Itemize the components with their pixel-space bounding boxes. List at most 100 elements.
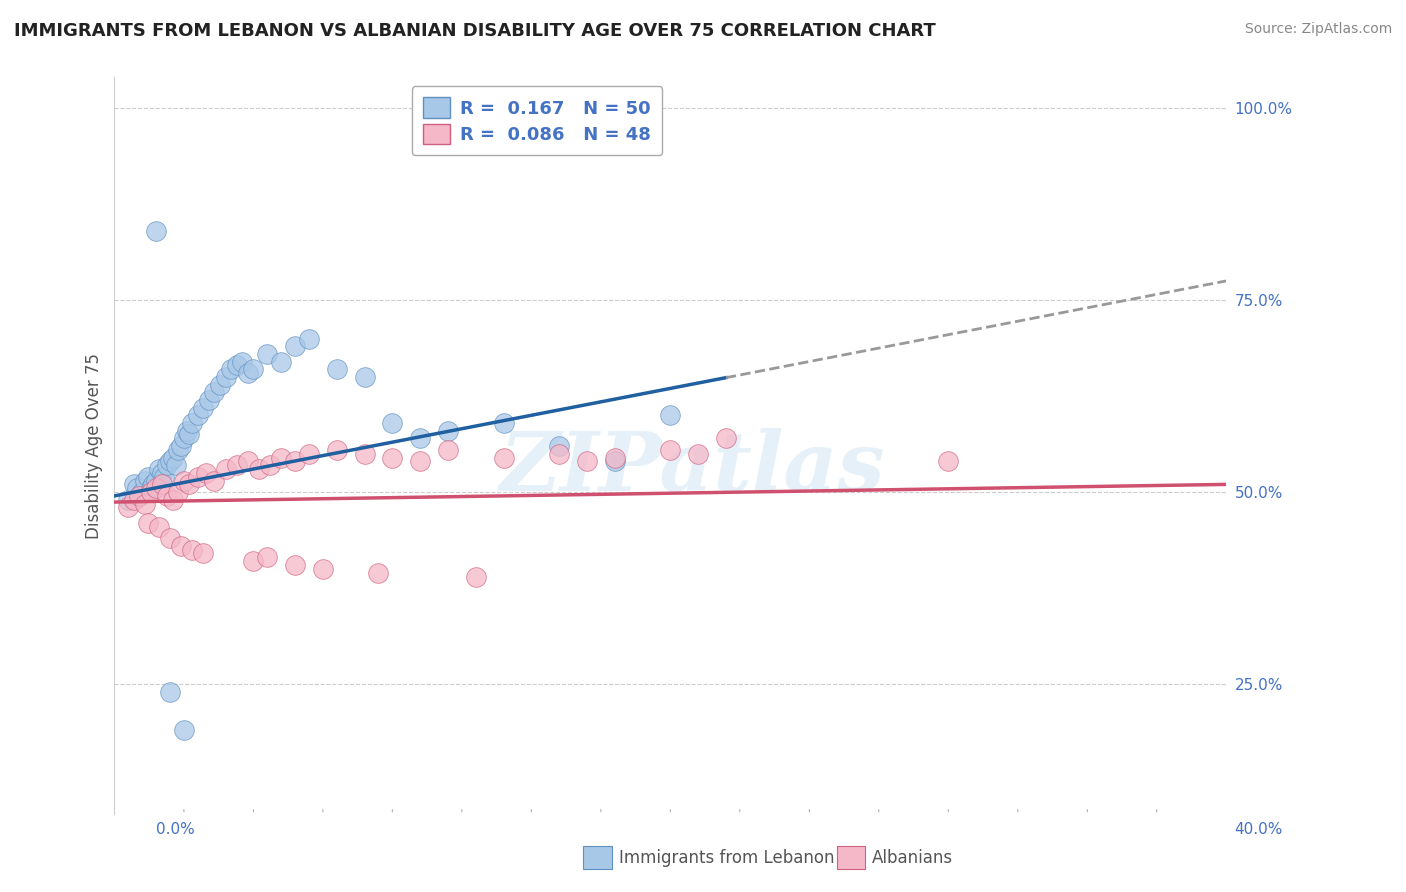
Point [173, 431, 195, 445]
Point [153, 469, 176, 483]
Point [173, 723, 195, 737]
Point [225, 458, 247, 473]
Point [204, 385, 226, 400]
Point [179, 427, 201, 442]
Text: 40.0%: 40.0% [1234, 822, 1282, 837]
Point [122, 477, 145, 491]
Point [187, 409, 209, 423]
Point [181, 542, 204, 557]
Point [187, 469, 209, 483]
Text: Albanians: Albanians [872, 849, 953, 867]
Point [122, 492, 145, 507]
Point [219, 362, 242, 376]
Point [236, 366, 259, 380]
Point [195, 466, 218, 480]
Point [242, 362, 264, 376]
Text: ZIPatlas: ZIPatlas [499, 428, 886, 508]
Point [464, 569, 486, 583]
Point [134, 474, 156, 488]
Point [353, 447, 375, 461]
Point [284, 454, 307, 468]
Point [173, 474, 195, 488]
Point [492, 416, 515, 430]
Point [208, 377, 231, 392]
Y-axis label: Disability Age Over 75: Disability Age Over 75 [86, 353, 103, 539]
Point [270, 450, 292, 465]
Point [312, 562, 335, 576]
Point [167, 442, 190, 457]
Text: 0.0%: 0.0% [156, 822, 195, 837]
Point [259, 458, 281, 473]
Point [162, 450, 184, 465]
Point [167, 485, 190, 500]
Point [165, 458, 187, 473]
Legend: R =  0.167   N = 50, R =  0.086   N = 48: R = 0.167 N = 50, R = 0.086 N = 48 [412, 87, 662, 155]
Point [142, 477, 165, 491]
Point [145, 224, 167, 238]
Point [603, 454, 626, 468]
Point [326, 442, 349, 457]
Point [242, 554, 264, 568]
Point [214, 462, 236, 476]
Point [117, 500, 139, 515]
Point [298, 447, 321, 461]
Point [125, 481, 148, 495]
Point [181, 416, 204, 430]
Point [270, 354, 292, 368]
Point [193, 401, 215, 415]
Point [688, 447, 710, 461]
Point [225, 359, 247, 373]
Point [134, 497, 156, 511]
Point [284, 339, 307, 353]
Point [236, 454, 259, 468]
Point [326, 362, 349, 376]
Point [367, 566, 389, 580]
Point [284, 558, 307, 572]
Point [139, 485, 162, 500]
Point [136, 516, 159, 530]
Point [548, 447, 571, 461]
Point [128, 489, 150, 503]
Point [381, 416, 404, 430]
Point [148, 462, 170, 476]
Point [145, 474, 167, 488]
Point [145, 481, 167, 495]
Point [170, 539, 193, 553]
Point [492, 450, 515, 465]
Point [150, 477, 173, 491]
Point [179, 477, 201, 491]
Point [159, 531, 181, 545]
Point [148, 519, 170, 533]
Point [204, 474, 226, 488]
Point [247, 462, 270, 476]
Point [156, 489, 179, 503]
Point [936, 454, 959, 468]
Point [139, 481, 162, 495]
Text: Immigrants from Lebanon: Immigrants from Lebanon [619, 849, 834, 867]
Point [156, 458, 179, 473]
Point [409, 431, 432, 445]
Point [150, 466, 173, 480]
Point [136, 469, 159, 483]
Point [575, 454, 598, 468]
Point [409, 454, 432, 468]
Point [437, 442, 460, 457]
Point [117, 492, 139, 507]
Point [437, 424, 460, 438]
Point [214, 370, 236, 384]
Point [256, 347, 278, 361]
Point [159, 454, 181, 468]
Point [176, 424, 198, 438]
Point [659, 442, 682, 457]
Point [162, 492, 184, 507]
Point [231, 354, 253, 368]
Point [381, 450, 404, 465]
Point [170, 439, 193, 453]
Point [193, 547, 215, 561]
Point [298, 331, 321, 345]
Point [198, 392, 221, 407]
Point [353, 370, 375, 384]
Point [714, 431, 737, 445]
Point [128, 489, 150, 503]
Text: IMMIGRANTS FROM LEBANON VS ALBANIAN DISABILITY AGE OVER 75 CORRELATION CHART: IMMIGRANTS FROM LEBANON VS ALBANIAN DISA… [14, 22, 936, 40]
